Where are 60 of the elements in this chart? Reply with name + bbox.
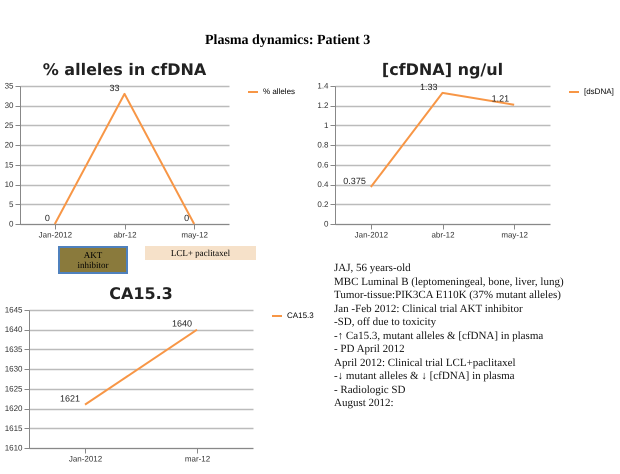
text: April 2012: Clinical trial LCL+paclitaxel — [334, 356, 517, 370]
y-tick-label: 1640 — [4, 325, 24, 334]
text: JAJ, 56 years-old — [334, 262, 412, 276]
y-tick-label: 0 — [324, 220, 330, 228]
text: MBC Luminal B (leptomeningeal, bone, liver, lung) — [334, 276, 565, 289]
text: -↓ mutant alleles & ↓ [cfDNA] in plasma — [334, 370, 516, 384]
chart-title: [cfDNA] ng/ul — [382, 60, 504, 79]
y-tick-label: 1610 — [4, 444, 24, 452]
text: -SD, off due to toxicity — [334, 316, 438, 330]
y-tick-label: 1.4 — [317, 82, 330, 90]
data-label: 0.375 — [343, 176, 366, 186]
y-tick-label: 25 — [4, 120, 14, 130]
text: AKT inhibitor — [58, 246, 128, 274]
y-tick-label: 1.2 — [317, 101, 330, 110]
y-tick-label: 5 — [9, 200, 14, 209]
x-tick-label: mar-12 — [184, 454, 211, 464]
x-tick-label: abr-12 — [113, 230, 138, 240]
data-label: 33 — [109, 82, 120, 93]
legend-label: [dsDNA] — [584, 87, 614, 96]
y-tick-label: 1615 — [4, 424, 24, 433]
y-tick-label: 1620 — [4, 404, 24, 414]
y-tick-label: 35 — [4, 82, 14, 90]
text: - PD April 2012 — [334, 343, 406, 356]
text: -↑ Ca15.3, mutant alleles & [cfDNA] in plasma — [334, 330, 544, 343]
x-tick-label: abr-12 — [431, 230, 456, 240]
y-tick-label: 0.6 — [317, 160, 330, 170]
text: Plasma dynamics: Patient 3 — [205, 33, 370, 49]
y-tick-label: 1630 — [4, 364, 24, 374]
y-tick-label: 1 — [324, 120, 330, 130]
y-tick-label: 10 — [4, 180, 14, 190]
data-label: 1621 — [60, 394, 80, 404]
chart-title: % alleles in cfDNA — [42, 60, 207, 79]
x-tick-label: Jan-2012 — [354, 230, 389, 240]
y-tick-label: 0.4 — [317, 180, 330, 190]
x-tick-label: Jan-2012 — [68, 454, 103, 464]
text: August 2012: — [334, 397, 395, 410]
text: Jan -Feb 2012: Clinical trial AKT inhibitor — [334, 302, 524, 316]
x-tick-label: Jan-2012 — [38, 230, 73, 240]
y-tick-label: 1635 — [4, 344, 24, 354]
y-tick-label: 0.8 — [317, 140, 330, 150]
text: LCL+ paclitaxel — [145, 246, 256, 260]
data-label: 1640 — [172, 318, 192, 329]
data-label: 0 — [184, 213, 190, 223]
legend-label: % alleles — [263, 87, 296, 96]
y-tick-label: 1645 — [4, 306, 24, 314]
x-tick-label: may-12 — [181, 230, 209, 240]
text: - Radiologic SD — [334, 384, 406, 397]
data-label: 1.21 — [492, 94, 510, 104]
y-tick-label: 0 — [9, 220, 14, 228]
y-tick-label: 1625 — [4, 384, 24, 394]
x-tick-label: may-12 — [501, 230, 529, 240]
y-tick-label: 0.2 — [317, 200, 330, 209]
data-label: 0 — [44, 213, 50, 223]
y-tick-label: 15 — [4, 160, 14, 170]
y-tick-label: 30 — [4, 101, 14, 110]
text: Tumor-tissue:PIK3CA E110K (37% mutant alleles) — [334, 289, 562, 302]
y-tick-label: 20 — [4, 140, 14, 150]
chart-title: CA15.3 — [109, 284, 173, 303]
data-label: 1.33 — [420, 82, 438, 92]
legend-label: CA15.3 — [287, 311, 314, 320]
